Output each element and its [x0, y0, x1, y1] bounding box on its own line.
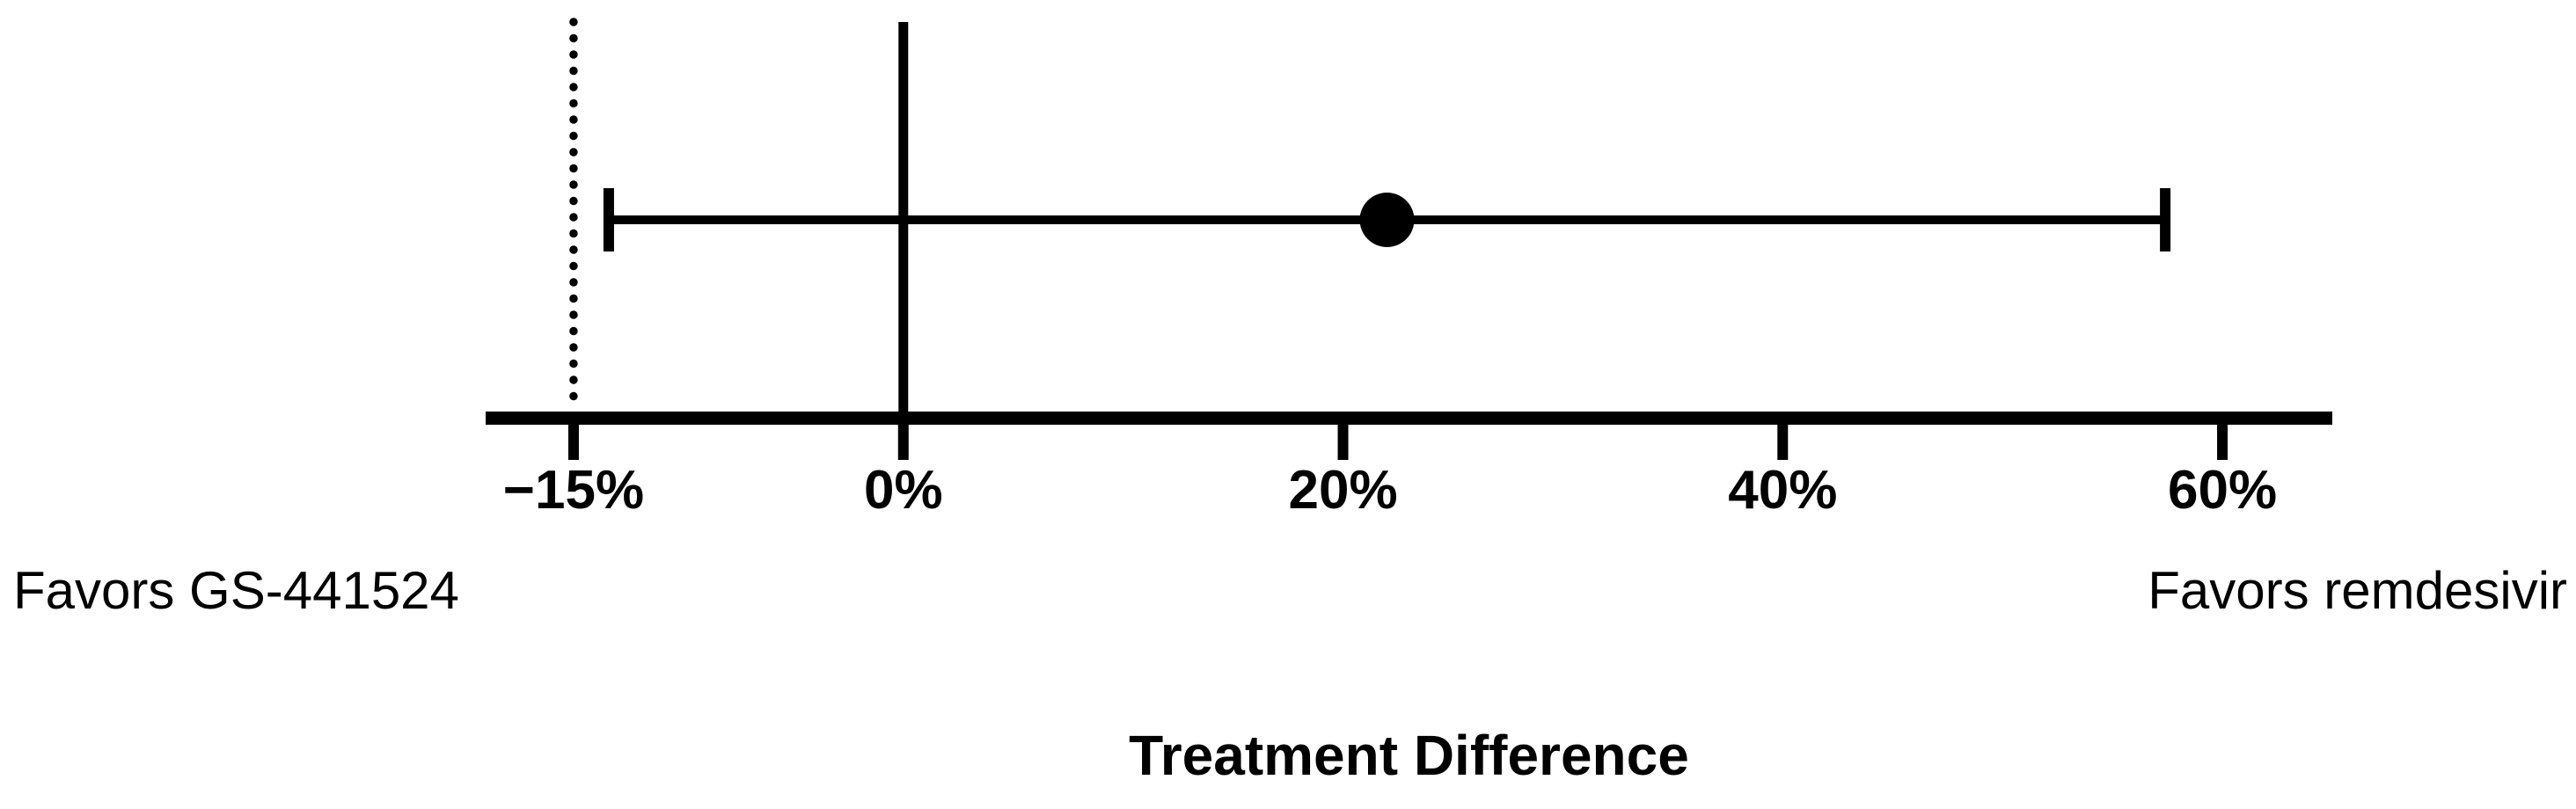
x-tick-label: 20% — [1288, 460, 1398, 521]
x-axis-title: Treatment Difference — [1129, 724, 1689, 787]
x-tick-label: 40% — [1728, 460, 1838, 521]
x-tick-label: 60% — [2168, 460, 2278, 521]
favors-right-label: Favors remdesivir — [2148, 561, 2567, 620]
point-estimate-marker — [1359, 193, 1415, 247]
x-tick-label: 0% — [863, 460, 943, 521]
favors-left-label: Favors GS-441524 — [13, 561, 459, 620]
x-tick-label: −15% — [502, 460, 645, 521]
